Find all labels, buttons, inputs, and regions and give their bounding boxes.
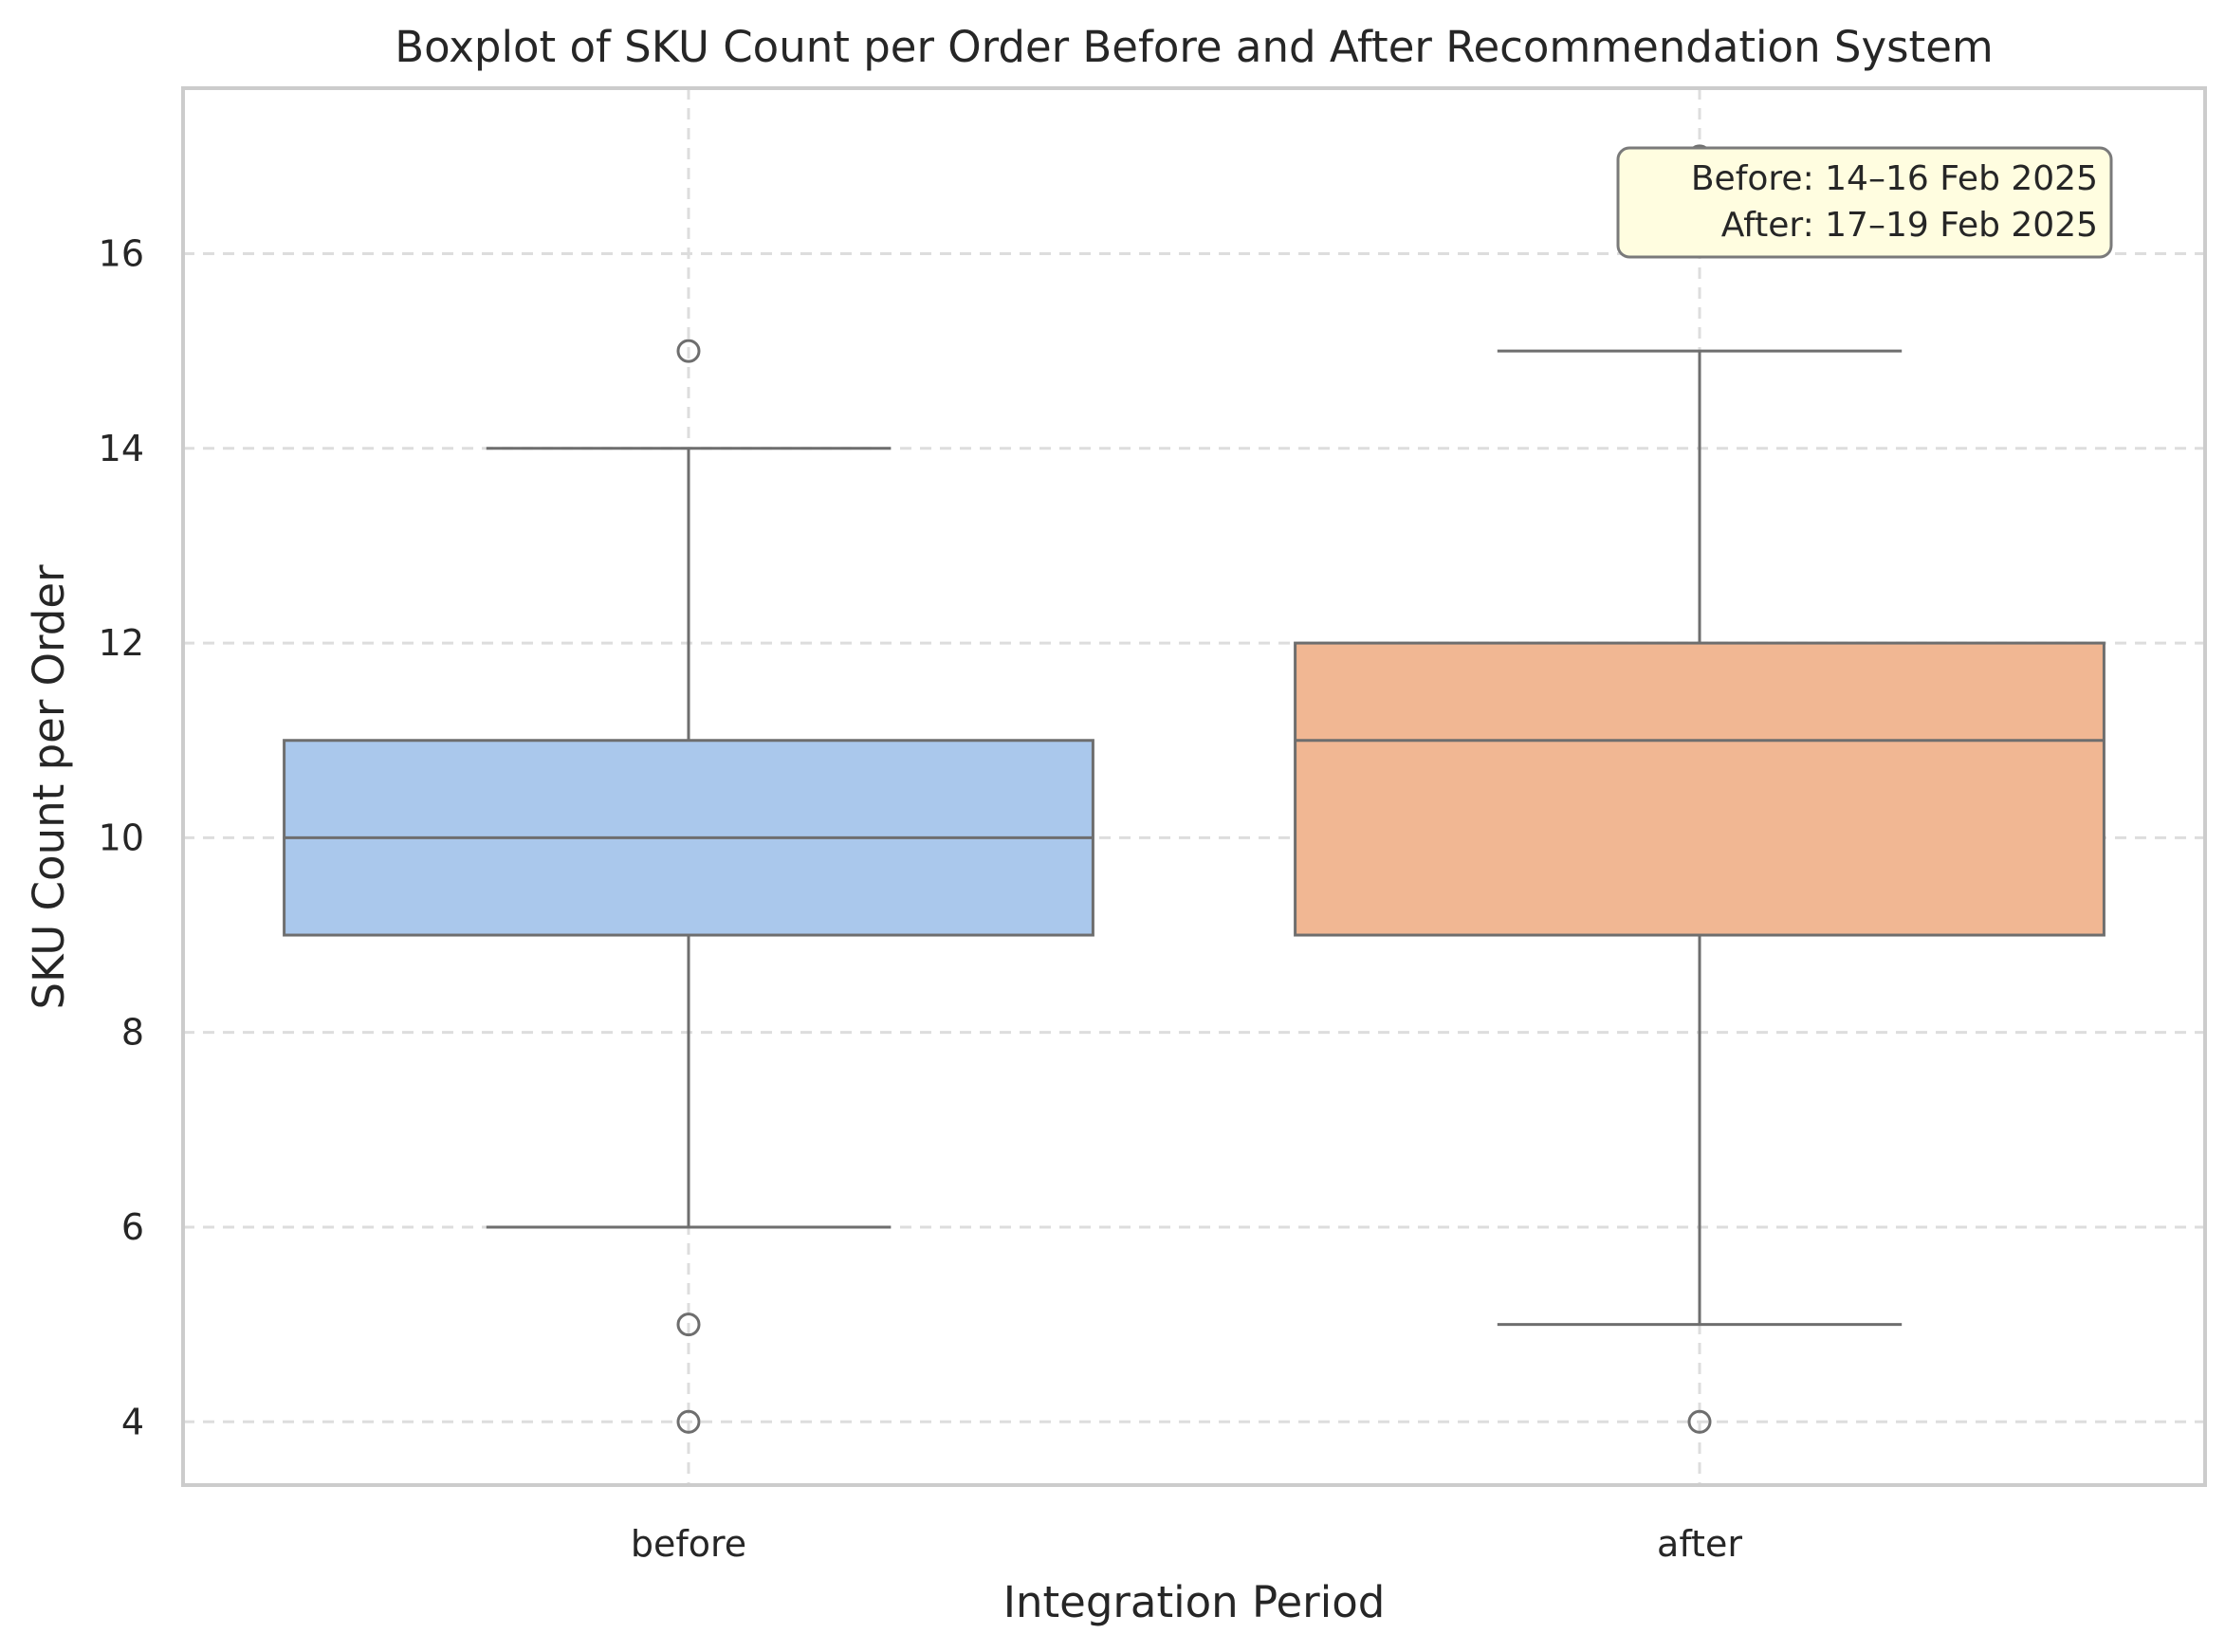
y-tick-label: 12 xyxy=(99,622,144,664)
y-tick-label: 10 xyxy=(99,817,144,858)
box-before xyxy=(283,339,1094,1434)
y-tick-label: 4 xyxy=(121,1401,144,1442)
y-axis-label: SKU Count per Order xyxy=(24,564,74,1009)
annotation-box xyxy=(1616,146,2113,259)
outlier-point xyxy=(676,339,701,363)
outlier-point xyxy=(676,1409,701,1434)
x-tick-label: before xyxy=(631,1523,746,1565)
chart-title: Boxplot of SKU Count per Order Before an… xyxy=(395,22,1993,72)
tick-labels: 4 6 8 10 12 14 16 before after xyxy=(99,233,1743,1565)
box-iqr xyxy=(1294,641,2105,937)
x-axis-label: Integration Period xyxy=(1003,1577,1386,1627)
y-tick-label: 16 xyxy=(99,233,144,275)
plot-area-frame xyxy=(181,86,2207,1487)
y-tick-label: 14 xyxy=(99,428,144,469)
date-range-annotation: Before: 14–16 Feb 2025 After: 17–19 Feb … xyxy=(1616,146,2113,259)
annotation-before-text: Before: 14–16 Feb 2025 xyxy=(1691,159,2098,198)
y-tick-label: 6 xyxy=(121,1206,144,1248)
outlier-point xyxy=(676,1312,701,1337)
x-tick-label: after xyxy=(1657,1523,1742,1565)
outlier-point xyxy=(1687,1409,1712,1434)
box-after xyxy=(1294,144,2105,1434)
y-tick-label: 8 xyxy=(121,1012,144,1054)
box-layer xyxy=(283,144,2105,1434)
annotation-after-text: After: 17–19 Feb 2025 xyxy=(1721,206,2098,245)
